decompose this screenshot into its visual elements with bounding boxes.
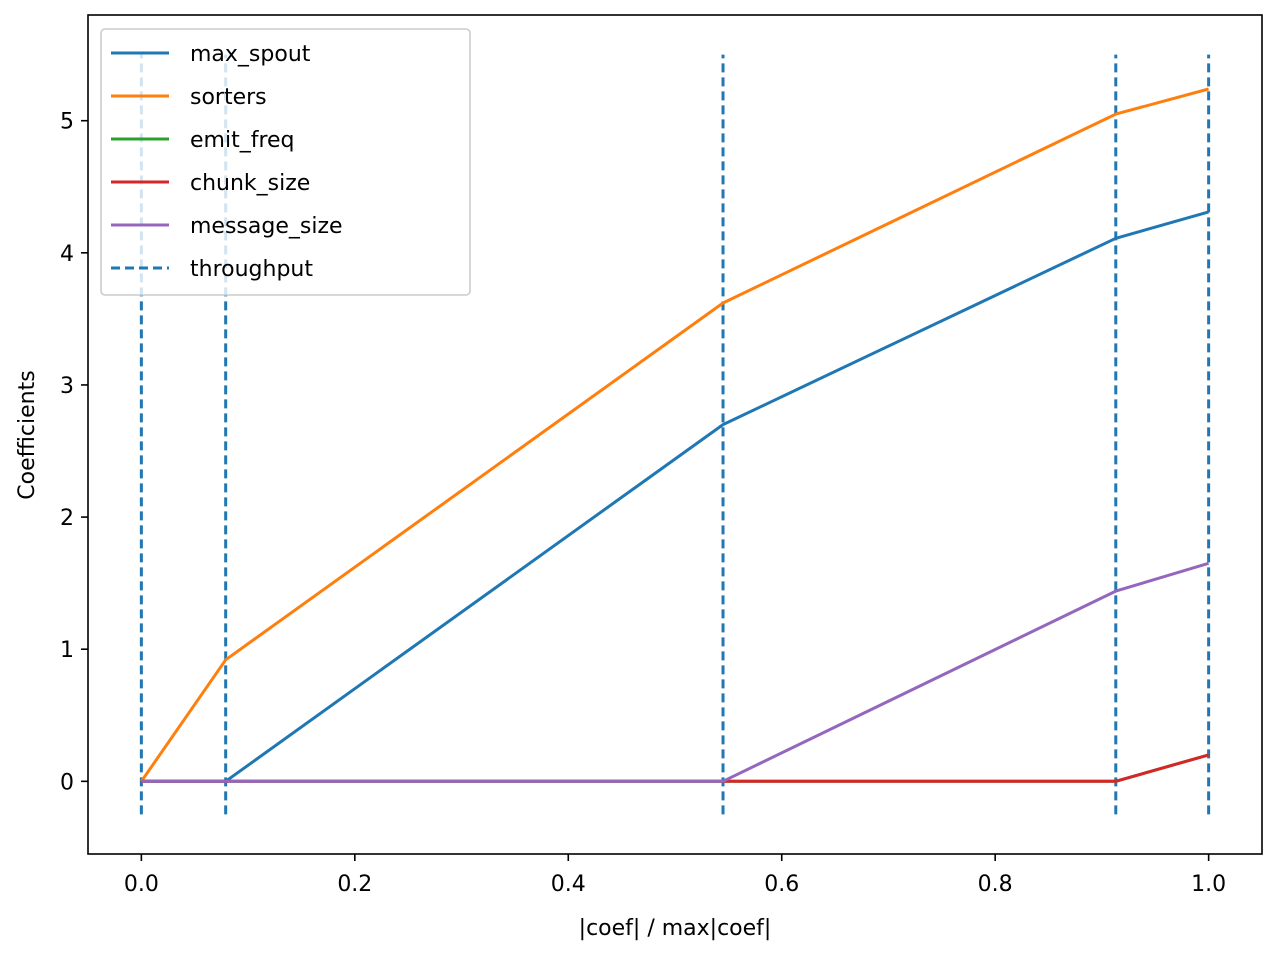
x-axis: 0.0 0.2 0.4 0.6 0.8 1.0 <box>124 854 1226 897</box>
legend-label-max-spout: max_spout <box>190 42 311 67</box>
series-line-message-size <box>141 563 1208 781</box>
legend-box <box>101 29 470 295</box>
y-tick-label: 1 <box>60 638 74 663</box>
legend-label-chunk-size: chunk_size <box>190 171 310 196</box>
y-axis-label: Coefficients <box>15 370 40 499</box>
x-tick-label: 1.0 <box>1191 872 1226 897</box>
x-axis-label: |coef| / max|coef| <box>579 916 772 941</box>
x-tick-label: 0.2 <box>337 872 372 897</box>
legend-label-sorters: sorters <box>190 85 267 110</box>
y-tick-label: 5 <box>60 110 74 135</box>
series-line-emit-freq <box>141 755 1208 781</box>
y-tick-label: 3 <box>60 374 74 399</box>
x-tick-label: 0.0 <box>124 872 159 897</box>
y-axis: 0 1 2 3 4 5 <box>60 110 88 796</box>
series-line-max-spout <box>141 212 1208 781</box>
legend-label-message-size: message_size <box>190 214 343 239</box>
series-line-chunk-size <box>141 755 1208 781</box>
x-tick-label: 0.6 <box>764 872 799 897</box>
legend-label-emit-freq: emit_freq <box>190 128 295 153</box>
legend-label-throughput: throughput <box>190 257 313 282</box>
y-tick-label: 0 <box>60 770 74 795</box>
lasso-path-chart: 0.0 0.2 0.4 0.6 0.8 1.0 0 1 2 3 4 5 |coef| / max|c… <box>0 0 1280 960</box>
y-tick-label: 2 <box>60 506 74 531</box>
x-tick-label: 0.8 <box>978 872 1013 897</box>
x-tick-label: 0.4 <box>551 872 586 897</box>
y-tick-label: 4 <box>60 242 74 267</box>
